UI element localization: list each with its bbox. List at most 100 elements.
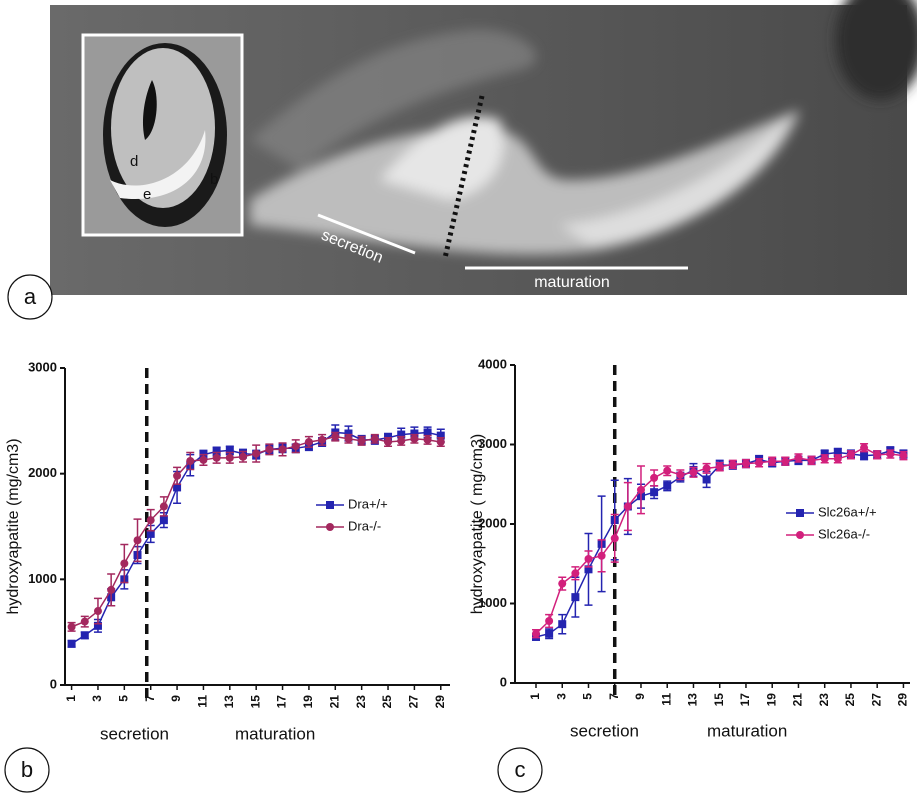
point — [820, 450, 829, 459]
point — [807, 456, 816, 465]
x-tick-label: 11 — [659, 693, 673, 706]
x-tick-label: 27 — [407, 695, 421, 709]
point — [186, 456, 195, 465]
panel-label-circle — [4, 747, 50, 793]
point — [93, 621, 102, 630]
point — [728, 460, 737, 469]
point — [545, 616, 554, 625]
point — [650, 488, 659, 497]
point — [755, 458, 764, 467]
point — [663, 466, 672, 475]
point — [873, 450, 882, 459]
point — [741, 459, 750, 468]
point — [146, 529, 155, 538]
point — [107, 585, 116, 594]
series-line — [71, 431, 441, 645]
x-tick-label: 3 — [90, 695, 104, 702]
point — [423, 428, 432, 437]
point — [212, 453, 221, 462]
point — [370, 434, 379, 443]
legend-label: Slc26a-/- — [818, 526, 870, 541]
point — [794, 454, 803, 463]
panel-label: c — [515, 757, 526, 782]
point — [80, 631, 89, 640]
point — [820, 454, 829, 463]
point — [384, 437, 393, 446]
x-tick-label: 25 — [380, 695, 394, 709]
point — [531, 629, 540, 638]
x-tick-label: 9 — [633, 693, 647, 700]
point — [610, 534, 619, 543]
point — [676, 470, 685, 479]
x-tick-label: 9 — [169, 695, 183, 702]
point — [344, 429, 353, 438]
x-tick-label: 1 — [528, 693, 542, 700]
x-tick-label: 17 — [738, 693, 752, 707]
point — [833, 454, 842, 463]
point — [225, 453, 234, 462]
x-tick-label: 21 — [791, 693, 805, 707]
point — [93, 607, 102, 616]
y-axis-label: hydroxyapatite ( mg/cm3) — [469, 434, 486, 615]
point — [650, 473, 659, 482]
point — [768, 457, 777, 466]
point — [397, 436, 406, 445]
y-axis-label: hydroxyapatite (mg/cm3) — [5, 438, 22, 614]
point — [423, 435, 432, 444]
point — [833, 448, 842, 457]
annotation: secretion — [100, 724, 169, 743]
point — [344, 434, 353, 443]
point — [846, 450, 855, 459]
point — [436, 431, 445, 440]
inset-pulp — [142, 80, 157, 140]
point — [436, 437, 445, 446]
y-tick-label: 2000 — [478, 515, 507, 530]
point — [278, 445, 287, 454]
point — [558, 579, 567, 588]
point — [67, 622, 76, 631]
y-tick-label: 1000 — [478, 595, 507, 610]
point — [212, 447, 221, 456]
legend-label: Dra+/+ — [348, 496, 388, 511]
point — [159, 516, 168, 525]
point — [636, 485, 645, 494]
point — [571, 569, 580, 578]
x-tick-label: 1 — [64, 695, 78, 702]
point — [357, 436, 366, 445]
panel-label-circle — [497, 747, 543, 793]
x-tick-label: 29 — [896, 693, 910, 707]
series-line — [71, 435, 441, 628]
photo-shadow — [835, 0, 917, 100]
y-tick-label: 1000 — [28, 571, 57, 586]
point — [584, 565, 593, 574]
legend-marker — [796, 509, 804, 517]
point — [558, 620, 567, 629]
y-tick-label: 2000 — [28, 465, 57, 480]
point — [331, 432, 340, 441]
point — [67, 639, 76, 648]
series-line — [535, 450, 904, 638]
point — [225, 446, 234, 455]
x-tick-label: 17 — [275, 695, 289, 709]
point — [410, 434, 419, 443]
y-tick-label: 4000 — [478, 356, 507, 371]
point — [781, 457, 790, 466]
x-tick-label: 15 — [712, 693, 726, 707]
inset-label: d — [130, 153, 138, 170]
inset-label: e — [143, 186, 151, 203]
point — [304, 437, 313, 446]
panel-label-circle — [7, 274, 53, 320]
x-tick-label: 13 — [686, 693, 700, 707]
x-tick-label: 21 — [327, 695, 341, 709]
point — [689, 468, 698, 477]
y-tick-label: 3000 — [28, 359, 57, 374]
secretion-line — [317, 213, 416, 255]
y-tick-label: 0 — [500, 674, 507, 689]
point — [899, 451, 908, 460]
x-tick-label: 5 — [117, 695, 131, 702]
legend-label: Slc26a+/+ — [818, 504, 877, 519]
x-tick-label: 23 — [817, 693, 831, 707]
point — [146, 516, 155, 525]
point — [80, 617, 89, 626]
